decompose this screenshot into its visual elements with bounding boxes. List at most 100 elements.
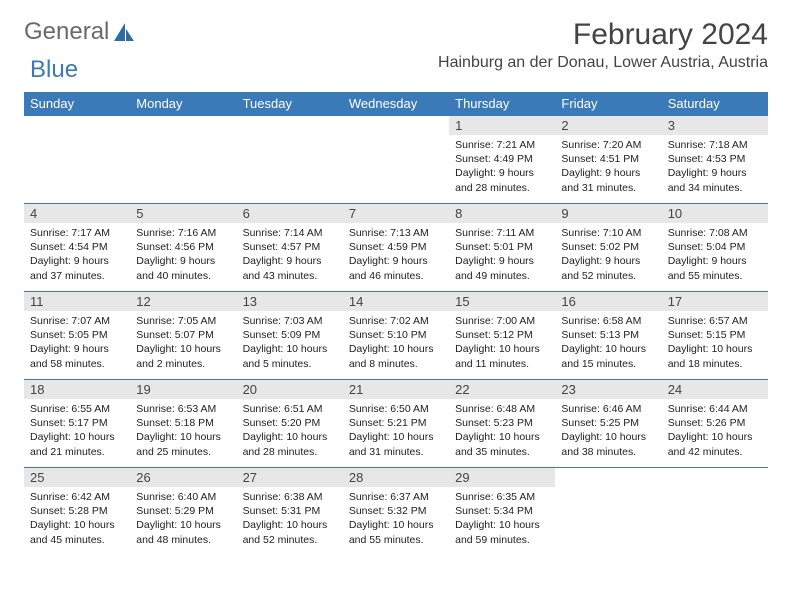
calendar-cell: 8Sunrise: 7:11 AMSunset: 5:01 PMDaylight… [449, 204, 555, 292]
day-details: Sunrise: 7:18 AMSunset: 4:53 PMDaylight:… [662, 135, 768, 199]
detail-line: Sunset: 5:23 PM [455, 416, 549, 430]
calendar-cell: 6Sunrise: 7:14 AMSunset: 4:57 PMDaylight… [237, 204, 343, 292]
day-details: Sunrise: 7:17 AMSunset: 4:54 PMDaylight:… [24, 223, 130, 287]
calendar-cell: 26Sunrise: 6:40 AMSunset: 5:29 PMDayligh… [130, 468, 236, 556]
calendar-week-row: 1Sunrise: 7:21 AMSunset: 4:49 PMDaylight… [24, 116, 768, 204]
detail-line: Daylight: 10 hours [243, 518, 337, 532]
detail-line: Sunrise: 6:35 AM [455, 490, 549, 504]
day-details: Sunrise: 6:51 AMSunset: 5:20 PMDaylight:… [237, 399, 343, 463]
detail-line: Sunset: 5:25 PM [561, 416, 655, 430]
brand-word1: General [24, 18, 109, 46]
day-details: Sunrise: 7:08 AMSunset: 5:04 PMDaylight:… [662, 223, 768, 287]
day-header: Wednesday [343, 92, 449, 116]
day-number: 25 [24, 468, 130, 487]
day-number: 29 [449, 468, 555, 487]
detail-line: Sunrise: 7:13 AM [349, 226, 443, 240]
detail-line: Sunset: 5:13 PM [561, 328, 655, 342]
detail-line: Sunrise: 6:42 AM [30, 490, 124, 504]
day-number: 21 [343, 380, 449, 399]
detail-line: and 42 minutes. [668, 445, 762, 459]
detail-line: Sunrise: 6:46 AM [561, 402, 655, 416]
day-details: Sunrise: 6:42 AMSunset: 5:28 PMDaylight:… [24, 487, 130, 551]
detail-line: Sunrise: 6:38 AM [243, 490, 337, 504]
calendar-cell: 14Sunrise: 7:02 AMSunset: 5:10 PMDayligh… [343, 292, 449, 380]
calendar-cell: 15Sunrise: 7:00 AMSunset: 5:12 PMDayligh… [449, 292, 555, 380]
detail-line: Sunset: 5:04 PM [668, 240, 762, 254]
day-details: Sunrise: 6:48 AMSunset: 5:23 PMDaylight:… [449, 399, 555, 463]
detail-line: Sunrise: 7:05 AM [136, 314, 230, 328]
detail-line: Daylight: 9 hours [349, 254, 443, 268]
day-number: 6 [237, 204, 343, 223]
calendar-cell: 13Sunrise: 7:03 AMSunset: 5:09 PMDayligh… [237, 292, 343, 380]
detail-line: and 38 minutes. [561, 445, 655, 459]
day-number: 17 [662, 292, 768, 311]
day-number: 7 [343, 204, 449, 223]
detail-line: Daylight: 9 hours [668, 254, 762, 268]
detail-line: Daylight: 10 hours [668, 342, 762, 356]
detail-line: Sunrise: 6:57 AM [668, 314, 762, 328]
day-details: Sunrise: 6:40 AMSunset: 5:29 PMDaylight:… [130, 487, 236, 551]
detail-line: and 31 minutes. [561, 181, 655, 195]
detail-line: Sunset: 4:49 PM [455, 152, 549, 166]
detail-line: and 52 minutes. [243, 533, 337, 547]
detail-line: Sunset: 5:28 PM [30, 504, 124, 518]
calendar-week-row: 18Sunrise: 6:55 AMSunset: 5:17 PMDayligh… [24, 380, 768, 468]
detail-line: Sunrise: 6:50 AM [349, 402, 443, 416]
calendar-cell [343, 116, 449, 204]
detail-line: Sunrise: 7:10 AM [561, 226, 655, 240]
detail-line: Sunrise: 7:00 AM [455, 314, 549, 328]
calendar-cell [130, 116, 236, 204]
detail-line: and 31 minutes. [349, 445, 443, 459]
detail-line: Sunset: 5:05 PM [30, 328, 124, 342]
day-number: 24 [662, 380, 768, 399]
brand-word2: Blue [30, 56, 78, 84]
calendar-cell: 28Sunrise: 6:37 AMSunset: 5:32 PMDayligh… [343, 468, 449, 556]
day-details: Sunrise: 6:44 AMSunset: 5:26 PMDaylight:… [662, 399, 768, 463]
day-details: Sunrise: 6:37 AMSunset: 5:32 PMDaylight:… [343, 487, 449, 551]
day-number: 22 [449, 380, 555, 399]
day-number: 3 [662, 116, 768, 135]
detail-line: Sunset: 5:01 PM [455, 240, 549, 254]
detail-line: and 40 minutes. [136, 269, 230, 283]
detail-line: Daylight: 9 hours [561, 166, 655, 180]
calendar-week-row: 4Sunrise: 7:17 AMSunset: 4:54 PMDaylight… [24, 204, 768, 292]
day-details: Sunrise: 6:38 AMSunset: 5:31 PMDaylight:… [237, 487, 343, 551]
day-details: Sunrise: 7:20 AMSunset: 4:51 PMDaylight:… [555, 135, 661, 199]
day-header: Tuesday [237, 92, 343, 116]
day-details: Sunrise: 7:00 AMSunset: 5:12 PMDaylight:… [449, 311, 555, 375]
detail-line: Sunset: 5:31 PM [243, 504, 337, 518]
detail-line: Daylight: 9 hours [455, 166, 549, 180]
day-number: 11 [24, 292, 130, 311]
calendar-cell [555, 468, 661, 556]
day-details: Sunrise: 6:57 AMSunset: 5:15 PMDaylight:… [662, 311, 768, 375]
day-number: 5 [130, 204, 236, 223]
calendar-cell: 9Sunrise: 7:10 AMSunset: 5:02 PMDaylight… [555, 204, 661, 292]
day-details: Sunrise: 7:16 AMSunset: 4:56 PMDaylight:… [130, 223, 236, 287]
detail-line: Daylight: 10 hours [455, 430, 549, 444]
calendar-cell: 10Sunrise: 7:08 AMSunset: 5:04 PMDayligh… [662, 204, 768, 292]
detail-line: Sunrise: 6:58 AM [561, 314, 655, 328]
detail-line: Sunset: 4:51 PM [561, 152, 655, 166]
day-number: 28 [343, 468, 449, 487]
detail-line: Sunrise: 6:55 AM [30, 402, 124, 416]
calendar-cell: 5Sunrise: 7:16 AMSunset: 4:56 PMDaylight… [130, 204, 236, 292]
detail-line: Sunset: 5:20 PM [243, 416, 337, 430]
day-details: Sunrise: 7:05 AMSunset: 5:07 PMDaylight:… [130, 311, 236, 375]
detail-line: Sunrise: 7:11 AM [455, 226, 549, 240]
detail-line: Sunset: 5:10 PM [349, 328, 443, 342]
day-details: Sunrise: 6:53 AMSunset: 5:18 PMDaylight:… [130, 399, 236, 463]
detail-line: Daylight: 10 hours [30, 518, 124, 532]
detail-line: Sunrise: 6:37 AM [349, 490, 443, 504]
detail-line: and 48 minutes. [136, 533, 230, 547]
detail-line: Daylight: 10 hours [349, 342, 443, 356]
detail-line: Daylight: 10 hours [349, 518, 443, 532]
calendar-cell: 17Sunrise: 6:57 AMSunset: 5:15 PMDayligh… [662, 292, 768, 380]
detail-line: and 37 minutes. [30, 269, 124, 283]
day-header: Thursday [449, 92, 555, 116]
day-details: Sunrise: 6:58 AMSunset: 5:13 PMDaylight:… [555, 311, 661, 375]
day-details: Sunrise: 7:02 AMSunset: 5:10 PMDaylight:… [343, 311, 449, 375]
detail-line: Daylight: 10 hours [136, 342, 230, 356]
detail-line: Sunrise: 7:03 AM [243, 314, 337, 328]
detail-line: Sunrise: 7:14 AM [243, 226, 337, 240]
calendar-cell: 11Sunrise: 7:07 AMSunset: 5:05 PMDayligh… [24, 292, 130, 380]
